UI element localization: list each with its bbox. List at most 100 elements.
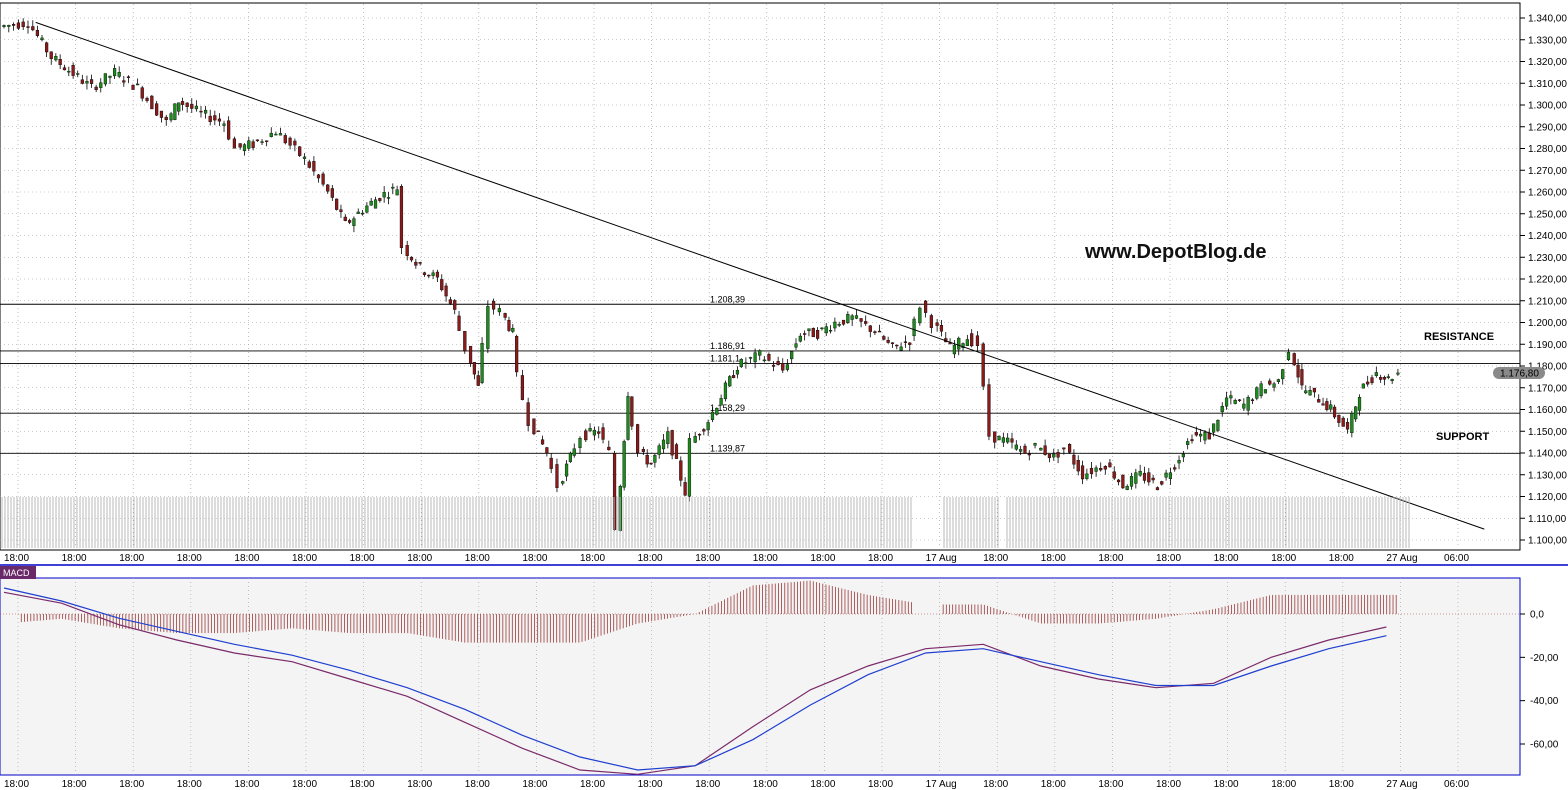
candle-body [343,216,347,221]
candle-body [145,97,149,101]
time-label: 18:00 [1098,779,1123,790]
indicator-tag[interactable] [0,566,36,579]
candle-body [1237,399,1242,401]
candle-body [150,95,154,110]
candle-body [864,321,868,324]
candle-body [222,123,226,126]
price-tick-label: 1.230,00 [1528,253,1567,264]
candle-body [873,331,877,334]
candle-body [850,315,854,320]
candle-body [1052,453,1056,458]
candle-body [924,300,928,313]
time-label: 18:00 [292,779,317,790]
time-label: 18:00 [234,553,259,564]
candle-body [16,22,20,29]
time-label: 06:00 [1444,779,1469,790]
time-label: 18:00 [983,553,1008,564]
candle-body [597,431,601,434]
candle-body [653,454,657,463]
candle-body [1211,423,1216,433]
candle-body [1216,419,1220,431]
level-label: 1.186,91 [710,341,745,351]
candle-body [1242,403,1246,409]
candle-body [1085,473,1089,479]
candle-body [21,21,25,27]
candle-body [40,37,44,41]
candle-body [545,447,549,454]
candle-body [706,422,710,431]
resistance-label: RESISTANCE [1424,331,1494,343]
time-label: 18:00 [465,553,490,564]
time-label: 06:00 [1444,553,1469,564]
candle-body [515,335,519,373]
candle-body [781,363,785,371]
candle-body [169,113,173,121]
candle-body [1039,447,1043,451]
time-label: 18:00 [810,779,835,790]
candle-body [199,110,203,113]
candle-body [601,427,605,440]
time-label: 17 Aug [926,553,957,564]
candle-body [11,24,16,26]
candle-body [302,156,307,159]
time-label: 18:00 [868,779,893,790]
price-tick-label: 1.310,00 [1528,79,1567,90]
candle-body [405,245,409,256]
time-label: 18:00 [868,553,893,564]
candle-body [140,87,144,99]
candle-body [373,199,378,209]
candle-body [935,322,939,326]
candle-body [641,449,645,452]
price-tick-label: 1.290,00 [1528,122,1567,133]
candle-body [492,300,496,310]
candle-body [1190,439,1194,442]
candle-body [422,272,427,275]
price-tick-label: 1.100,00 [1528,536,1567,547]
candle-body [180,101,185,105]
candle-body [1272,383,1276,388]
candle-body [592,429,596,436]
candle-body [7,24,11,27]
time-label: 18:00 [638,779,663,790]
candle-body [561,481,565,484]
candle-body [1259,383,1263,397]
candle-body [578,438,582,448]
candle-body [45,42,49,53]
candle-body [661,439,666,450]
candle-body [418,262,422,264]
candle-body [1255,387,1259,399]
time-label: 18:00 [1156,553,1181,564]
candle-body [1116,479,1121,483]
candle-body [321,173,325,185]
time-label: 18:00 [1214,553,1239,564]
candle-body [564,463,569,477]
candle-body [269,132,273,137]
time-axis-bottom: 18:00 18:00 18:00 18:00 18:00 18:00 18:00 18:00… [4,779,1469,790]
price-tick-label: 1.330,00 [1528,35,1567,46]
candle-body [636,424,640,454]
time-label: 18:00 [350,553,375,564]
candle-body [785,364,789,370]
candle-body [674,444,679,459]
candle-body [1325,401,1329,410]
candle-body [1304,390,1308,394]
candle-body [1229,395,1233,399]
candle-body [49,51,53,59]
candle-body [739,359,743,367]
time-label: 18:00 [522,779,547,790]
candle-body [190,103,194,109]
candle-body [549,457,553,469]
price-tick-label: 1.150,00 [1528,427,1567,438]
candle-body [670,430,674,456]
candle-body [136,83,140,86]
candle-body [117,72,121,77]
candle-body [26,26,30,28]
candle-body [1332,406,1337,418]
candle-body [1224,397,1229,407]
time-label: 18:00 [810,553,835,564]
watermark: www.DepotBlog.de [1084,241,1266,263]
candle-body [997,435,1001,441]
candle-body [457,315,461,331]
candle-body [307,161,311,168]
candle-body [841,319,846,325]
